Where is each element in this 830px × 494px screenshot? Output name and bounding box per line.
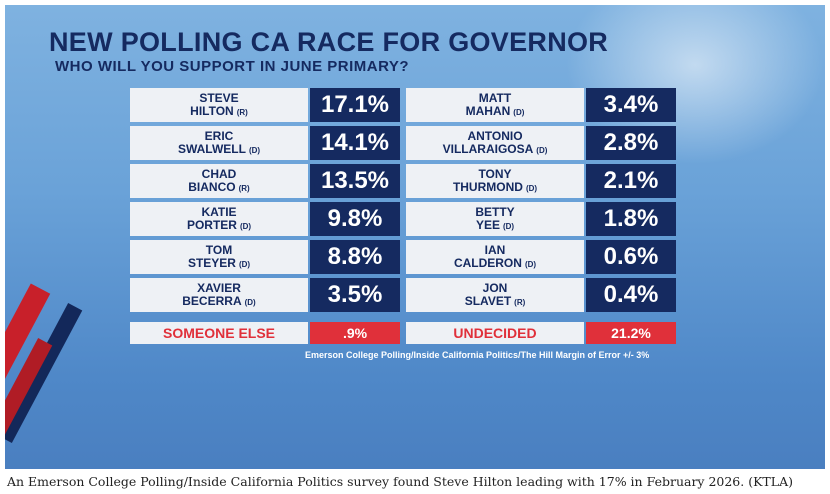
party-badge: (D) [513, 107, 525, 117]
candidate-percent: 17.1% [310, 88, 400, 122]
candidate-last-name: BIANCO [188, 179, 236, 194]
candidate-first-name: BETTY [475, 204, 515, 219]
undecided-label: UNDECIDED [406, 322, 584, 344]
party-badge: (D) [238, 259, 251, 269]
party-badge: (R) [238, 183, 250, 193]
candidate-percent: 8.8% [310, 240, 400, 274]
candidate-percent: 13.5% [310, 164, 400, 198]
candidate-name: BETTY YEE (D) [406, 202, 584, 236]
candidate-last-name: MAHAN [465, 103, 511, 118]
candidate-percent: 14.1% [310, 126, 400, 160]
someone-else-value: .9% [310, 322, 400, 344]
candidate-last-name: PORTER [186, 217, 237, 232]
candidate-name: XAVIER BECERRA (D) [130, 278, 308, 312]
graphic-title: NEW POLLING CA RACE FOR GOVERNOR [49, 27, 609, 57]
candidate-first-name: TONY [478, 166, 512, 181]
candidate-percent: 9.8% [310, 202, 400, 236]
party-badge: (D) [239, 221, 252, 231]
candidate-last-name: HILTON [190, 103, 234, 118]
candidate-last-name: CALDERON [453, 255, 522, 270]
someone-else-label: SOMEONE ELSE [130, 322, 308, 344]
party-badge: (R) [514, 297, 526, 307]
party-badge: (D) [248, 145, 261, 155]
candidate-first-name: IAN [484, 242, 506, 257]
candidate-first-name: MATT [478, 90, 512, 105]
party-badge: (D) [244, 297, 256, 307]
candidate-last-name: THURMOND [452, 179, 523, 194]
candidate-first-name: ANTONIO [467, 128, 523, 143]
candidate-name: KATIE PORTER (D) [130, 202, 308, 236]
candidate-percent: 3.5% [310, 278, 400, 312]
candidate-first-name: KATIE [201, 204, 237, 219]
source-note: Emerson College Polling/Inside Californi… [305, 350, 650, 360]
candidate-last-name: SWALWELL [177, 141, 246, 156]
candidate-first-name: TOM [205, 242, 233, 257]
candidate-name: CHAD BIANCO (R) [130, 164, 308, 198]
party-badge: (D) [502, 221, 515, 231]
candidate-name: STEVE HILTON (R) [130, 88, 308, 122]
candidate-name: IAN CALDERON (D) [406, 240, 584, 274]
undecided-value: 21.2% [586, 322, 676, 344]
party-badge: (R) [236, 107, 248, 117]
candidate-first-name: CHAD [201, 166, 237, 181]
candidate-name: JON SLAVET (R) [406, 278, 584, 312]
candidate-first-name: JON [482, 280, 508, 295]
candidate-last-name: VILLARAIGOSA [442, 141, 534, 156]
candidate-percent: 3.4% [586, 88, 676, 122]
candidate-last-name: BECERRA [182, 293, 242, 308]
candidate-name: MATT MAHAN (D) [406, 88, 584, 122]
candidate-name: TONY THURMOND (D) [406, 164, 584, 198]
candidate-percent: 2.1% [586, 164, 676, 198]
party-badge: (D) [524, 259, 537, 269]
candidate-name: ERIC SWALWELL (D) [130, 126, 308, 160]
candidate-last-name: YEE [475, 217, 500, 232]
poll-graphic: NEW POLLING CA RACE FOR GOVERNOR WHO WIL… [5, 5, 825, 469]
candidate-first-name: STEVE [199, 90, 239, 105]
candidate-percent: 0.6% [586, 240, 676, 274]
candidate-last-name: SLAVET [464, 293, 512, 308]
candidate-percent: 0.4% [586, 278, 676, 312]
party-badge: (D) [525, 183, 538, 193]
candidate-name: TOM STEYER (D) [130, 240, 308, 274]
graphic-subtitle: WHO WILL YOU SUPPORT IN JUNE PRIMARY? [55, 58, 410, 75]
candidate-percent: 1.8% [586, 202, 676, 236]
candidate-first-name: ERIC [204, 128, 234, 143]
candidate-name: ANTONIO VILLARAIGOSA (D) [406, 126, 584, 160]
candidate-last-name: STEYER [187, 255, 236, 270]
party-badge: (D) [536, 145, 548, 155]
candidate-first-name: XAVIER [197, 280, 241, 295]
candidate-percent: 2.8% [586, 126, 676, 160]
image-caption: An Emerson College Polling/Inside Califo… [7, 474, 793, 489]
